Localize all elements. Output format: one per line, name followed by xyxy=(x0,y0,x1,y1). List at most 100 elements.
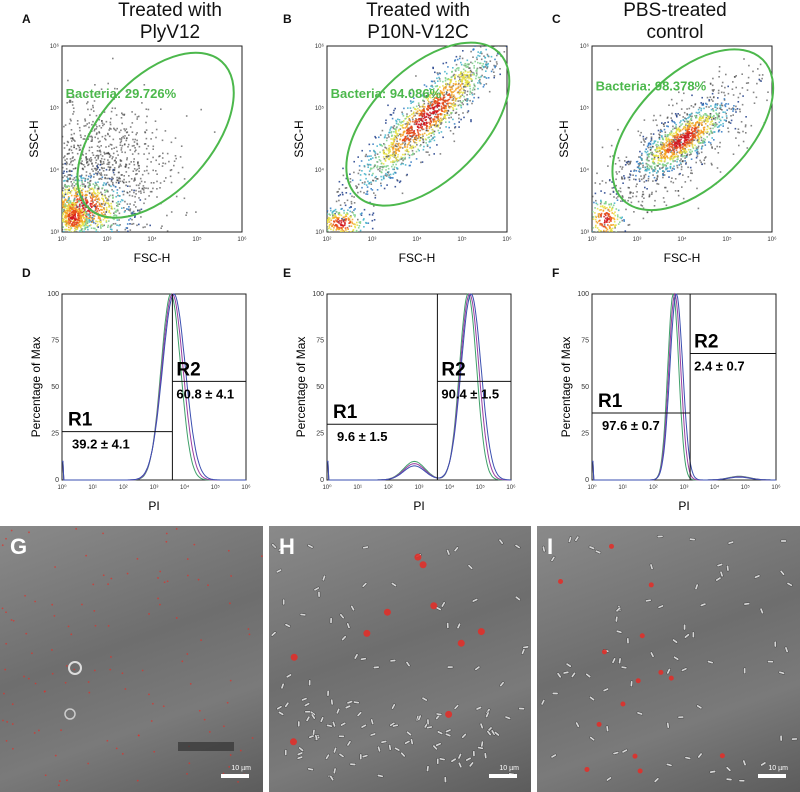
event-dot xyxy=(118,165,121,167)
event-dot xyxy=(404,146,406,148)
event-dot xyxy=(393,137,395,139)
event-dot xyxy=(309,228,311,230)
event-dot xyxy=(682,150,684,153)
event-dot xyxy=(328,219,331,221)
event-dot xyxy=(618,190,620,192)
event-dot xyxy=(700,107,703,110)
event-dot xyxy=(90,160,92,163)
event-dot xyxy=(368,182,371,184)
event-dot xyxy=(348,206,351,209)
event-dot xyxy=(455,67,458,70)
event-dot xyxy=(119,200,122,203)
event-dot xyxy=(103,208,106,211)
event-dot xyxy=(331,217,334,220)
event-dot xyxy=(72,237,74,239)
event-dot xyxy=(102,198,104,201)
event-dot xyxy=(687,166,689,169)
event-dot xyxy=(344,215,347,218)
event-dot xyxy=(134,201,136,203)
event-dot xyxy=(463,95,465,98)
event-dot xyxy=(121,122,123,125)
event-dot xyxy=(390,114,393,116)
event-dot xyxy=(396,134,398,136)
event-dot xyxy=(117,205,119,207)
x-tick-label: 10⁴ xyxy=(147,236,157,243)
event-dot xyxy=(86,178,89,181)
event-dot xyxy=(647,142,650,145)
event-dot xyxy=(432,66,434,69)
event-dot xyxy=(445,93,447,95)
event-dot xyxy=(62,226,64,228)
event-dot xyxy=(56,203,58,205)
event-dot xyxy=(332,214,334,217)
event-dot xyxy=(90,108,93,111)
event-dot xyxy=(349,192,352,195)
event-dot xyxy=(145,108,148,110)
event-dot xyxy=(145,147,148,150)
event-dot xyxy=(466,90,469,93)
event-dot xyxy=(141,173,144,176)
event-dot xyxy=(392,142,395,145)
event-dot xyxy=(136,118,138,120)
event-dot xyxy=(665,144,668,147)
event-dot xyxy=(430,85,432,87)
event-dot xyxy=(170,169,173,171)
event-dot xyxy=(719,104,721,107)
event-dot xyxy=(682,174,684,176)
event-dot xyxy=(36,218,38,220)
event-dot xyxy=(330,234,332,236)
event-dot xyxy=(369,167,372,170)
event-dot xyxy=(60,217,62,219)
event-dot xyxy=(80,179,83,182)
event-dot xyxy=(742,130,744,133)
event-dot xyxy=(128,180,131,183)
event-dot xyxy=(672,167,674,170)
event-dot xyxy=(383,158,386,160)
event-dot xyxy=(682,136,684,139)
event-dot xyxy=(698,111,701,114)
event-dot xyxy=(406,129,408,132)
event-dot xyxy=(449,130,452,132)
event-dot xyxy=(354,231,357,232)
event-dot xyxy=(690,138,692,141)
event-dot xyxy=(332,229,335,231)
event-dot xyxy=(338,199,340,202)
event-dot xyxy=(453,123,456,125)
event-dot xyxy=(341,224,344,226)
event-dot xyxy=(94,84,96,86)
event-dot xyxy=(653,158,656,160)
event-dot xyxy=(454,76,456,79)
event-dot xyxy=(44,209,46,211)
event-dot xyxy=(392,173,395,175)
event-dot xyxy=(79,134,82,136)
event-dot xyxy=(391,165,393,168)
event-dot xyxy=(134,195,136,198)
event-dot xyxy=(49,175,51,177)
event-dot xyxy=(629,161,631,164)
event-dot xyxy=(468,67,470,69)
event-dot xyxy=(92,195,94,197)
event-dot xyxy=(85,237,87,239)
event-dot xyxy=(716,123,718,126)
event-dot xyxy=(435,96,437,99)
event-dot xyxy=(86,226,89,228)
event-dot xyxy=(159,182,162,184)
event-dot xyxy=(70,137,72,140)
event-dot xyxy=(484,76,486,78)
title-line: P10N-V12C xyxy=(367,22,469,43)
event-dot xyxy=(346,226,349,229)
event-dot xyxy=(123,190,125,193)
event-dot xyxy=(54,209,56,211)
event-dot xyxy=(107,132,109,135)
event-dot xyxy=(416,112,418,115)
event-dot xyxy=(452,91,455,93)
event-dot xyxy=(480,46,483,47)
event-dot xyxy=(415,134,418,137)
event-dot xyxy=(472,71,474,74)
event-dot xyxy=(448,106,450,108)
event-dot xyxy=(36,204,38,206)
event-dot xyxy=(420,113,422,115)
event-dot xyxy=(357,172,360,175)
event-dot xyxy=(368,143,371,146)
event-dot xyxy=(66,102,68,104)
